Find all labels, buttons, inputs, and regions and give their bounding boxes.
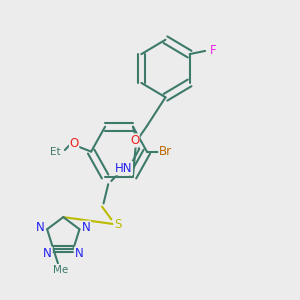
Text: F: F xyxy=(209,44,216,57)
Text: O: O xyxy=(70,137,79,150)
Text: Et: Et xyxy=(50,147,61,157)
Text: N: N xyxy=(82,221,91,234)
Text: S: S xyxy=(114,218,121,231)
Text: N: N xyxy=(36,221,45,234)
Text: N: N xyxy=(44,247,52,260)
Text: Br: Br xyxy=(159,145,172,158)
Text: Me: Me xyxy=(53,265,69,275)
Text: HN: HN xyxy=(115,162,132,175)
Text: N: N xyxy=(74,247,83,260)
Text: O: O xyxy=(130,134,139,147)
